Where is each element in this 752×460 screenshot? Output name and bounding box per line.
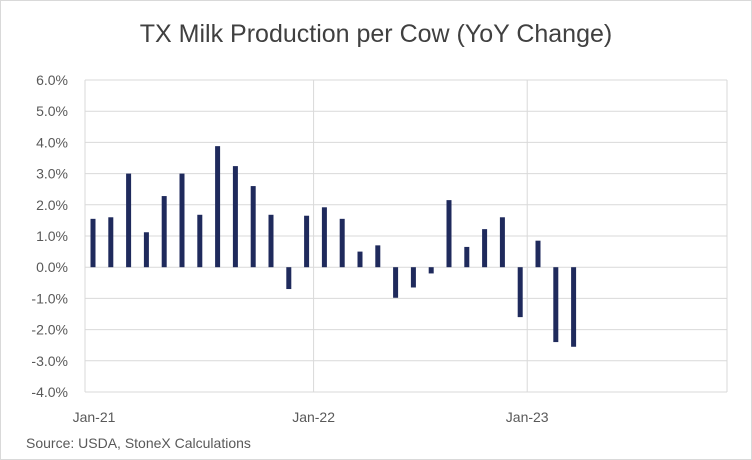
bar — [393, 267, 399, 298]
bar — [499, 217, 505, 268]
bar — [446, 200, 452, 268]
bar — [410, 267, 416, 288]
bar — [357, 251, 363, 268]
y-tick-label: 6.0% — [36, 72, 68, 88]
bar — [126, 173, 132, 268]
bar — [90, 218, 96, 268]
x-tick-label: Jan-23 — [506, 409, 549, 425]
bar — [464, 246, 470, 268]
x-tick-label: Jan-22 — [292, 409, 335, 425]
bar — [197, 214, 203, 268]
y-tick-label: 3.0% — [36, 166, 68, 182]
bar — [161, 196, 167, 268]
bar — [428, 267, 434, 274]
bar — [232, 166, 238, 268]
y-tick-label: 1.0% — [36, 228, 68, 244]
bar — [179, 173, 185, 268]
bar — [304, 215, 310, 268]
x-tick-label: Jan-21 — [73, 409, 116, 425]
chart-title: TX Milk Production per Cow (YoY Change) — [139, 20, 613, 48]
y-tick-label: 2.0% — [36, 197, 68, 213]
bar — [375, 245, 381, 268]
bar — [215, 146, 221, 268]
y-tick-label: 4.0% — [36, 134, 68, 150]
bar — [250, 186, 256, 268]
bar — [535, 240, 541, 268]
y-tick-label: -4.0% — [31, 384, 68, 400]
y-tick-label: -2.0% — [31, 322, 68, 338]
bar — [286, 267, 292, 290]
bar — [321, 207, 327, 268]
source-note: Source: USDA, StoneX Calculations — [26, 435, 251, 451]
y-tick-label: -1.0% — [31, 290, 68, 306]
bar — [143, 232, 149, 268]
y-tick-label: 0.0% — [36, 259, 68, 275]
y-tick-label: -3.0% — [31, 353, 68, 369]
bar — [482, 229, 488, 268]
bar — [517, 267, 523, 318]
y-tick-label: 5.0% — [36, 103, 68, 119]
bar — [339, 218, 345, 268]
bar — [553, 267, 559, 343]
bar — [571, 267, 577, 347]
bar — [108, 217, 114, 268]
bar — [268, 214, 274, 268]
